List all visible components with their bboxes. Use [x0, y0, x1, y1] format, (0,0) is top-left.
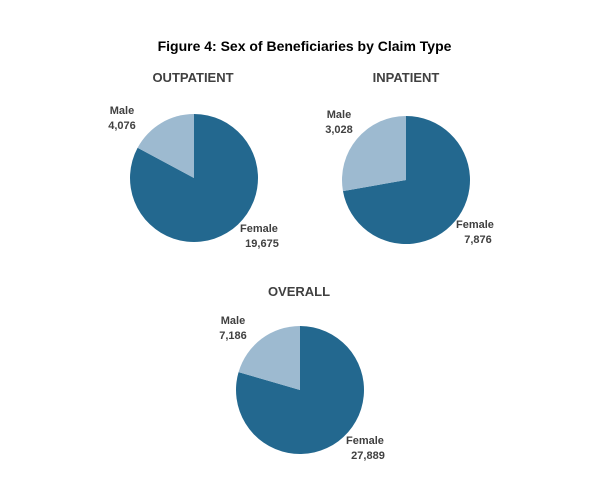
outpatient-pie-title: OUTPATIENT — [152, 70, 233, 85]
overall-label-male: Male 7,186 — [219, 315, 247, 342]
outpatient-label-female: Female 19,675 — [240, 223, 279, 250]
overall-label-female: Female 27,889 — [346, 435, 385, 462]
overall-slice-male — [238, 326, 300, 390]
outpatient-slice-female — [130, 114, 259, 242]
overall-pie-title: OVERALL — [268, 284, 330, 299]
inpatient-label-male: Male 3,028 — [325, 109, 353, 136]
overall-slice-female — [236, 326, 365, 455]
outpatient-label-male: Male 4,076 — [108, 105, 136, 132]
inpatient-slice-female — [342, 116, 471, 244]
inpatient-label-female: Female 7,876 — [456, 219, 494, 246]
outpatient-slice-male — [137, 114, 194, 178]
figure-title: Figure 4: Sex of Beneficiaries by Claim … — [157, 38, 452, 54]
inpatient-slice-male — [342, 116, 406, 192]
inpatient-pie-title: INPATIENT — [373, 70, 440, 85]
